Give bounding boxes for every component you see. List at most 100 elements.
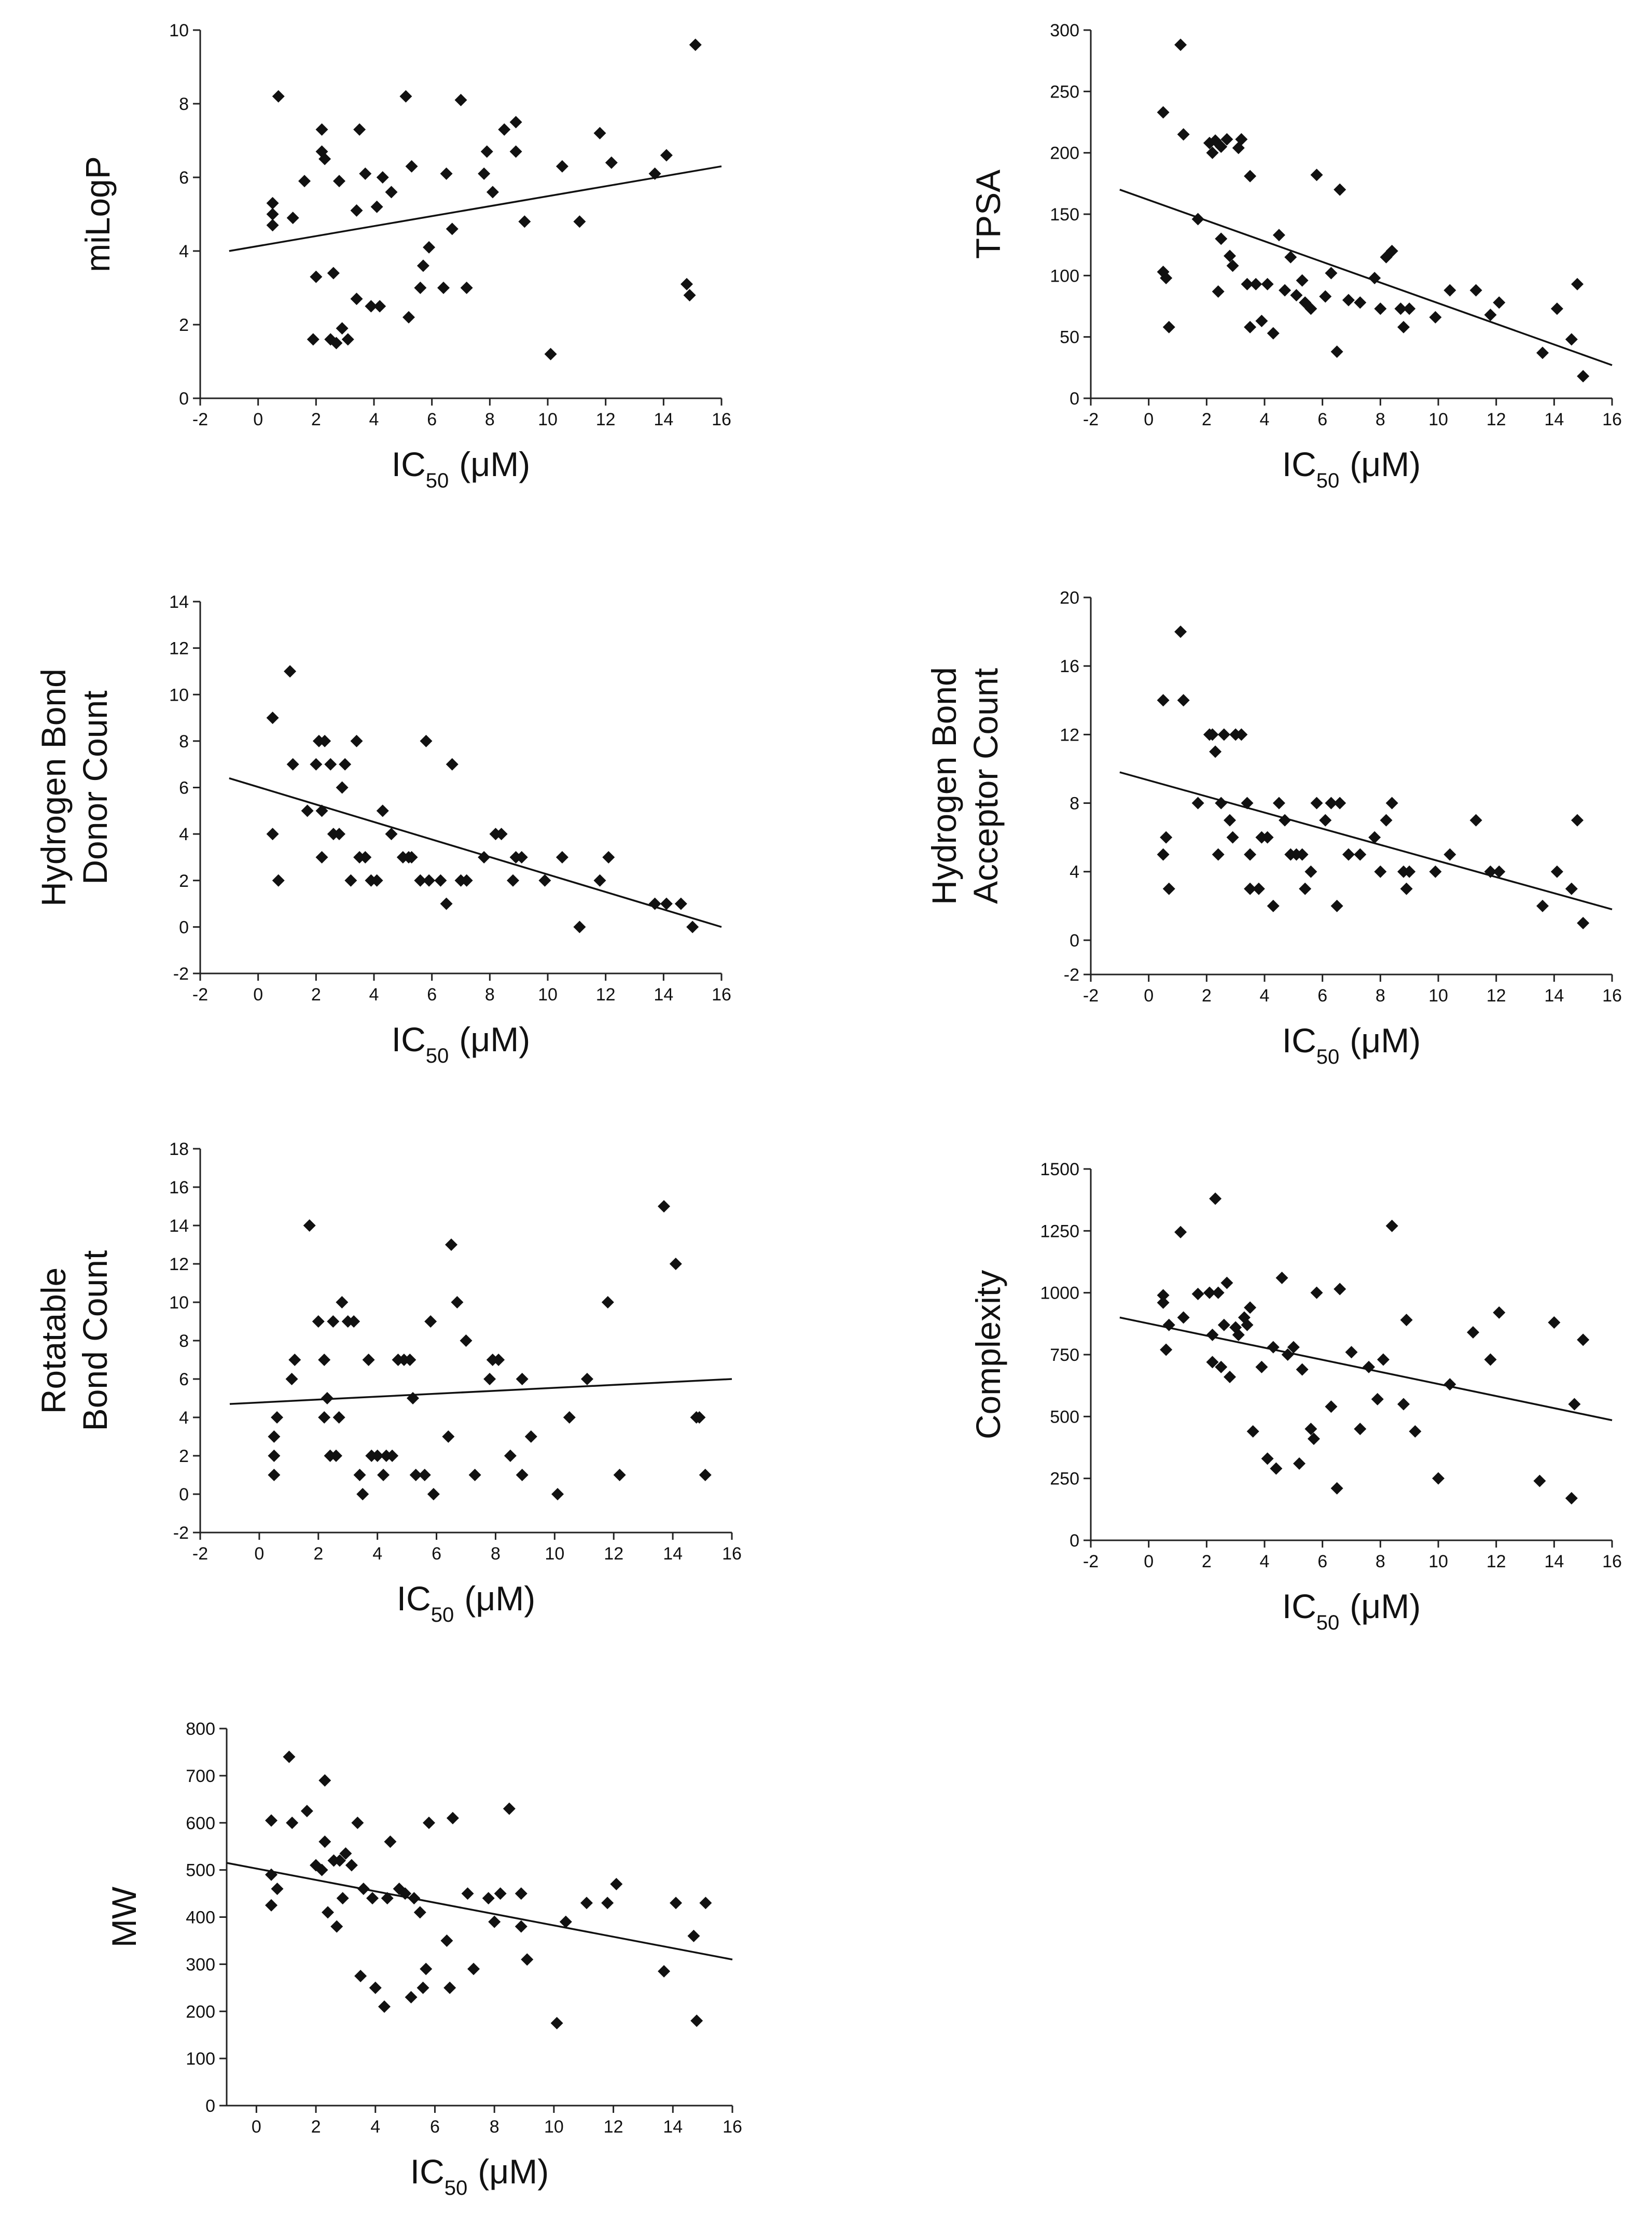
data-point [373,300,386,313]
data-point [670,1897,683,1910]
data-point [286,1816,299,1829]
data-point [348,1315,360,1328]
data-point [405,851,418,864]
data-point [1533,1474,1546,1487]
x-tick-label: 14 [1544,1552,1564,1571]
x-tick-label: -2 [1083,986,1099,1006]
data-point [366,1892,379,1905]
data-point [468,1469,481,1481]
data-point [407,1392,419,1404]
data-point [1493,1306,1506,1319]
data-point [488,1915,501,1928]
data-point [1571,814,1584,827]
data-point [376,804,389,817]
data-point [310,758,323,771]
x-tick-label: 16 [722,1544,742,1564]
data-point [333,828,345,841]
data-point [1394,302,1407,315]
y-tick-label: 150 [1050,205,1079,225]
x-tick-label: -2 [192,1544,208,1564]
data-point [440,167,453,180]
y-tick-label: 2 [179,1446,189,1466]
x-tick-label: 14 [663,2117,683,2137]
data-point [414,282,427,294]
data-point [515,1887,527,1900]
data-point [580,1897,593,1910]
x-axis-title: IC50 (μM) [410,2152,549,2199]
y-tick-label: 4 [179,1408,189,1428]
x-tick-label: 8 [491,1544,501,1564]
data-point [524,1430,537,1443]
y-tick-label: 300 [186,1955,215,1974]
trend-line [226,1862,733,1961]
x-tick-label: -2 [1083,1552,1099,1571]
data-point [268,1430,281,1443]
data-point [427,1488,440,1500]
y-axis-title: Donor Count [76,690,114,884]
data-point [266,828,279,841]
x-tick-label: 4 [1260,986,1270,1006]
data-point [516,1469,529,1481]
data-point [332,1411,345,1424]
data-point [1244,848,1257,861]
x-tick-label: 14 [663,1544,683,1564]
data-point [556,851,568,864]
data-point [509,116,522,129]
y-tick-label: 500 [1050,1407,1079,1427]
x-tick-label: 12 [1487,1552,1506,1571]
y-tick-label: 8 [179,94,189,114]
data-point [1304,302,1317,315]
data-point [442,1430,455,1443]
data-point [359,167,372,180]
data-point [1261,1452,1274,1465]
y-tick-label: 700 [186,1766,215,1786]
y-tick-label: 12 [169,639,189,659]
data-point [312,1315,325,1328]
data-point [1565,1492,1578,1505]
data-point [518,215,531,228]
data-point [580,1373,593,1385]
x-axis-title-subscript: 50 [1316,469,1340,492]
data-point [405,160,418,173]
y-tick-label: 0 [1070,1531,1079,1551]
data-point [1536,899,1549,912]
data-point [1160,272,1173,285]
chart-panel-7: 0 2 4 6 8 10 12 14 16 0 100 200 300 400 500 600 700 800 IC… [105,1719,742,2199]
data-point [1334,1283,1346,1296]
data-point [1304,1423,1317,1436]
data-point [1255,314,1268,327]
data-point [1325,1400,1338,1413]
data-point [1209,745,1222,758]
trend-line [229,1378,732,1405]
data-point [1174,38,1187,51]
x-axis-title-unit: (μM) [464,1579,535,1618]
data-point [301,804,314,817]
data-point [1206,1328,1219,1341]
data-point [669,1258,682,1270]
data-point [504,1450,517,1462]
trend-line [1119,189,1613,366]
data-point [1244,882,1257,895]
data-point [265,1814,278,1827]
data-point [1267,327,1280,340]
x-tick-label: 8 [1376,1552,1385,1571]
data-point [1484,865,1497,878]
y-tick-label: 6 [179,168,189,188]
data-point [423,874,436,887]
data-point [1385,1219,1398,1232]
x-tick-label: 12 [1487,986,1506,1006]
x-tick-label: 4 [369,410,379,429]
data-point [613,1469,626,1481]
data-point [1565,882,1578,895]
x-tick-label: 0 [252,2117,261,2137]
data-point [482,1892,495,1905]
y-tick-label: 200 [186,2002,215,2022]
data-point [1246,1425,1259,1438]
x-tick-label: 12 [604,1544,623,1564]
data-point [350,293,363,305]
data-point [480,145,493,158]
x-tick-label: 10 [545,1544,564,1564]
x-tick-label: 8 [1376,986,1385,1006]
